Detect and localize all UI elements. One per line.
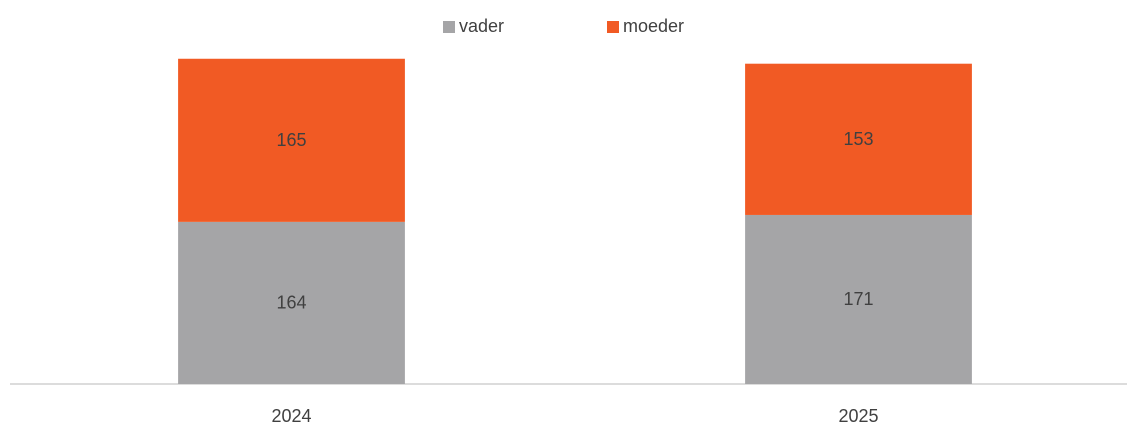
data-label: 153 <box>843 129 873 149</box>
legend-swatch <box>607 21 619 33</box>
x-tick-label: 2024 <box>271 406 311 425</box>
bar-segment <box>178 221 405 384</box>
bar-segment <box>745 214 972 384</box>
data-label: 164 <box>276 293 306 313</box>
data-label: 165 <box>276 130 306 150</box>
bar-segment <box>745 63 972 215</box>
legend-label: moeder <box>623 16 684 36</box>
legend-label: vader <box>459 16 504 36</box>
legend-swatch <box>443 21 455 33</box>
bar-segment <box>178 58 405 222</box>
data-label: 171 <box>843 289 873 309</box>
x-tick-label: 2025 <box>838 406 878 425</box>
